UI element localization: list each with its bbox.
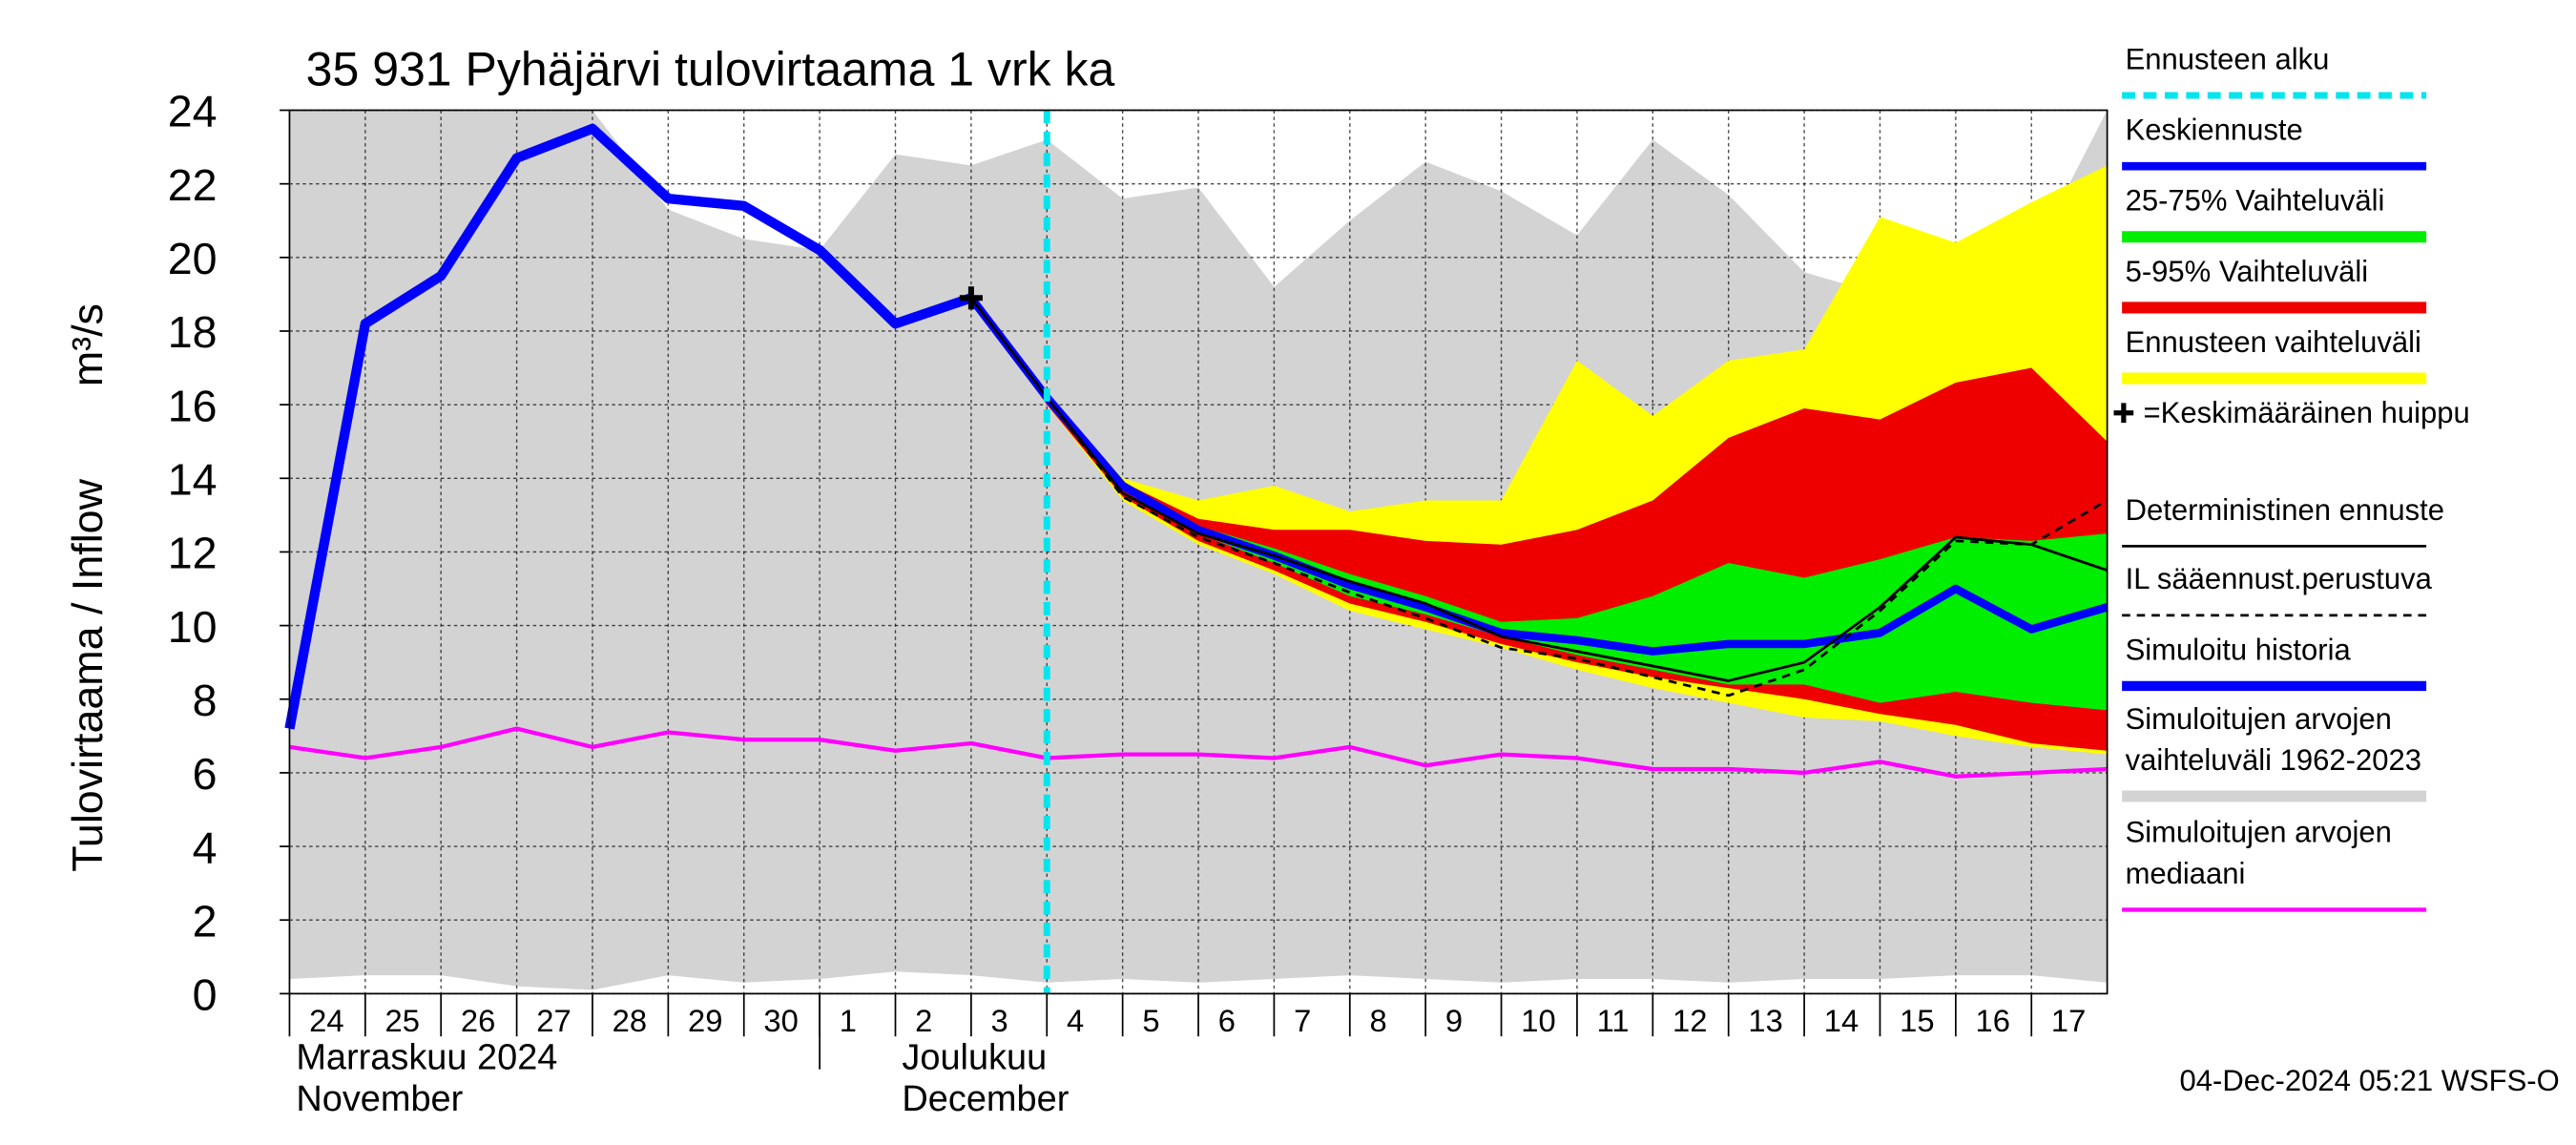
- x-tick-label: 15: [1900, 1003, 1934, 1038]
- line: [289, 726, 2108, 779]
- timestamp: 04-Dec-2024 05:21 WSFS-O: [2180, 1064, 2560, 1097]
- y-tick-label: 16: [168, 381, 218, 430]
- month-label: November: [296, 1079, 463, 1119]
- y-tick-label: 20: [168, 234, 218, 283]
- x-tick-label: 28: [613, 1003, 647, 1038]
- x-tick-label: 3: [991, 1003, 1008, 1038]
- y-tick-label: 8: [193, 676, 218, 725]
- legend-label: =Keskimääräinen huippu: [2144, 396, 2470, 429]
- y-tick-label: 0: [193, 970, 218, 1020]
- x-tick-label: 5: [1142, 1003, 1159, 1038]
- legend-label: Ennusteen vaihteluväli: [2126, 325, 2421, 359]
- peak-marker: [959, 286, 983, 310]
- x-tick-label: 16: [1976, 1003, 2010, 1038]
- line: [969, 297, 2109, 697]
- y-tick-label: 14: [168, 455, 218, 505]
- y-tick-label: 12: [168, 529, 218, 578]
- y-tick-label: 6: [193, 749, 218, 799]
- y-tick-label: 18: [168, 307, 218, 357]
- x-tick-label: 17: [2051, 1003, 2086, 1038]
- x-tick-label: 27: [536, 1003, 571, 1038]
- x-tick-label: 24: [309, 1003, 343, 1038]
- x-tick-label: 9: [1445, 1003, 1463, 1038]
- legend-label: IL sääennust.perustuva: [2126, 562, 2433, 595]
- x-tick-label: 12: [1672, 1003, 1707, 1038]
- y-tick-label: 22: [168, 160, 218, 210]
- legend-label: Ennusteen alku: [2126, 42, 2330, 75]
- y-tick-label: 24: [168, 87, 218, 136]
- y-axis-label: Tulovirtaama / Inflow: [64, 478, 112, 871]
- month-label: Marraskuu 2024: [296, 1038, 557, 1078]
- x-tick-label: 30: [763, 1003, 798, 1038]
- legend-line: mediaani: [2126, 857, 2246, 890]
- line: [969, 297, 2109, 682]
- x-tick-label: 13: [1748, 1003, 1782, 1038]
- legend-label: Keskiennuste: [2126, 114, 2303, 147]
- legend-line: vaihteluväli 1962-2023: [2126, 743, 2421, 777]
- x-tick-label: 8: [1369, 1003, 1386, 1038]
- y-axis-unit: m³/s: [64, 303, 112, 386]
- legend-label: 25-75% Vaihteluväli: [2126, 184, 2385, 218]
- chart-title: 35 931 Pyhäjärvi tulovirtaama 1 vrk ka: [306, 43, 1115, 96]
- legend-label: Simuloitu historia: [2126, 633, 2352, 666]
- legend-label: 5-95% Vaihteluväli: [2126, 255, 2369, 288]
- legend-line: Simuloitujen arvojen: [2126, 702, 2400, 736]
- line: [284, 123, 973, 730]
- legend-line: Simuloitujen arvojen: [2126, 816, 2400, 849]
- month-label: Joulukuu: [902, 1038, 1047, 1078]
- y-tick-label: 10: [168, 602, 218, 652]
- y-tick-label: 2: [193, 896, 218, 946]
- legend-label: Deterministinen ennuste: [2126, 493, 2444, 527]
- y-tick-label: 4: [193, 822, 218, 872]
- x-tick-label: 26: [461, 1003, 495, 1038]
- legend-label: Simuloitujen arvojen mediaani: [2126, 816, 2400, 890]
- band: [970, 298, 2108, 711]
- month-label: December: [902, 1079, 1069, 1119]
- x-tick-label: 2: [915, 1003, 932, 1038]
- line: [967, 295, 2109, 656]
- x-tick-label: 25: [385, 1003, 420, 1038]
- legend-label: Simuloitujen arvojen vaihteluväli 1962-2…: [2126, 702, 2421, 777]
- x-tick-label: 4: [1067, 1003, 1084, 1038]
- x-tick-label: 29: [688, 1003, 722, 1038]
- x-tick-label: 11: [1597, 1003, 1630, 1038]
- x-tick-label: 7: [1294, 1003, 1311, 1038]
- x-tick-label: 14: [1824, 1003, 1859, 1038]
- x-tick-label: 10: [1521, 1003, 1555, 1038]
- legend-marker: [2113, 403, 2134, 424]
- x-tick-label: 6: [1218, 1003, 1236, 1038]
- x-tick-label: 1: [840, 1003, 857, 1038]
